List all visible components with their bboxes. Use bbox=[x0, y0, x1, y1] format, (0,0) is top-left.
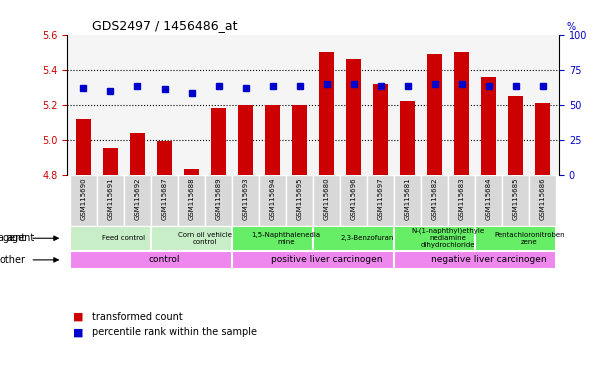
Text: N-(1-naphthyl)ethyle
nediamine
dihydrochloride: N-(1-naphthyl)ethyle nediamine dihydroch… bbox=[412, 228, 485, 248]
Bar bbox=[238, 104, 253, 175]
Text: Corn oil vehicle
control: Corn oil vehicle control bbox=[178, 232, 232, 245]
Text: Pentachloronitroben
zene: Pentachloronitroben zene bbox=[494, 232, 565, 245]
Bar bbox=[421, 175, 448, 225]
Bar bbox=[319, 52, 334, 175]
Bar bbox=[292, 104, 307, 175]
Bar bbox=[475, 225, 557, 251]
Bar bbox=[157, 141, 172, 175]
Text: GDS2497 / 1456486_at: GDS2497 / 1456486_at bbox=[92, 19, 237, 32]
Bar bbox=[151, 225, 232, 251]
Bar bbox=[70, 251, 232, 269]
Bar bbox=[475, 175, 502, 225]
Bar bbox=[97, 175, 124, 225]
Text: transformed count: transformed count bbox=[92, 312, 183, 322]
Bar bbox=[535, 103, 551, 175]
Text: GSM115683: GSM115683 bbox=[459, 177, 465, 220]
Bar bbox=[529, 175, 557, 225]
Text: GSM115682: GSM115682 bbox=[432, 177, 437, 220]
Text: GSM115687: GSM115687 bbox=[161, 177, 167, 220]
Text: GSM115685: GSM115685 bbox=[513, 177, 519, 220]
Text: 2,3-Benzofuran: 2,3-Benzofuran bbox=[340, 235, 394, 241]
Bar bbox=[313, 175, 340, 225]
Bar bbox=[346, 59, 361, 175]
Text: GSM115684: GSM115684 bbox=[486, 177, 492, 220]
Text: control: control bbox=[148, 255, 180, 265]
Bar bbox=[232, 251, 394, 269]
Bar bbox=[205, 175, 232, 225]
Text: other: other bbox=[0, 255, 26, 265]
Text: agent: agent bbox=[0, 233, 26, 243]
Text: GSM115686: GSM115686 bbox=[540, 177, 546, 220]
Text: GSM115693: GSM115693 bbox=[243, 177, 249, 220]
Bar bbox=[178, 175, 205, 225]
Text: ■: ■ bbox=[73, 312, 84, 322]
Bar bbox=[232, 225, 313, 251]
Bar bbox=[502, 175, 529, 225]
Bar bbox=[427, 54, 442, 175]
Bar bbox=[151, 175, 178, 225]
Text: negative liver carcinogen: negative liver carcinogen bbox=[431, 255, 547, 265]
Bar bbox=[232, 175, 259, 225]
Bar bbox=[265, 104, 280, 175]
Bar bbox=[394, 175, 421, 225]
Bar bbox=[70, 175, 97, 225]
Bar bbox=[70, 225, 151, 251]
Bar bbox=[367, 175, 394, 225]
Bar bbox=[455, 52, 469, 175]
Bar bbox=[130, 132, 145, 175]
Text: GSM115681: GSM115681 bbox=[404, 177, 411, 220]
Text: positive liver carcinogen: positive liver carcinogen bbox=[271, 255, 382, 265]
Text: GSM115697: GSM115697 bbox=[378, 177, 384, 220]
Bar bbox=[103, 148, 118, 175]
Text: Feed control: Feed control bbox=[103, 235, 145, 241]
Bar bbox=[373, 84, 388, 175]
Text: GSM115688: GSM115688 bbox=[189, 177, 194, 220]
Text: agent: agent bbox=[7, 233, 35, 243]
Text: GSM115689: GSM115689 bbox=[216, 177, 222, 220]
Text: ■: ■ bbox=[73, 327, 84, 337]
Bar bbox=[76, 119, 91, 175]
Bar bbox=[394, 225, 475, 251]
Bar bbox=[211, 108, 226, 175]
Bar bbox=[313, 225, 394, 251]
Bar bbox=[286, 175, 313, 225]
Bar bbox=[184, 169, 199, 175]
Text: GSM115694: GSM115694 bbox=[269, 177, 276, 220]
Bar bbox=[448, 175, 475, 225]
Text: GSM115696: GSM115696 bbox=[351, 177, 357, 220]
Bar bbox=[340, 175, 367, 225]
Text: %: % bbox=[566, 22, 576, 32]
Text: 1,5-Naphthalenedia
mine: 1,5-Naphthalenedia mine bbox=[252, 232, 321, 245]
Text: GSM115680: GSM115680 bbox=[324, 177, 330, 220]
Text: GSM115692: GSM115692 bbox=[134, 177, 141, 220]
Bar bbox=[508, 96, 523, 175]
Text: percentile rank within the sample: percentile rank within the sample bbox=[92, 327, 257, 337]
Text: GSM115691: GSM115691 bbox=[108, 177, 114, 220]
Text: GSM115690: GSM115690 bbox=[81, 177, 86, 220]
Bar bbox=[481, 76, 496, 175]
Bar bbox=[400, 101, 415, 175]
Bar bbox=[124, 175, 151, 225]
Bar bbox=[259, 175, 286, 225]
Bar bbox=[394, 251, 557, 269]
Text: GSM115695: GSM115695 bbox=[296, 177, 302, 220]
